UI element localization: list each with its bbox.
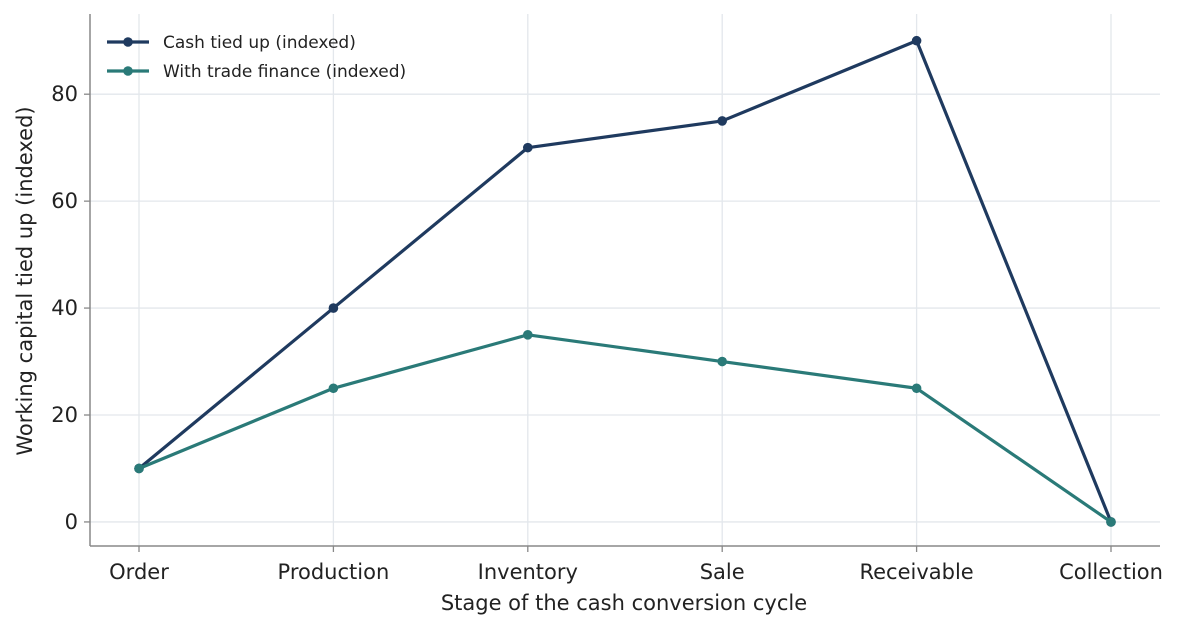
data-point [911, 35, 922, 46]
x-tick-label: Production [278, 560, 390, 584]
data-point [717, 356, 727, 367]
x-tick-label: Receivable [859, 560, 973, 584]
x-tick-label: Sale [700, 560, 745, 584]
legend-label: With trade finance (indexed) [163, 62, 406, 82]
axes [89, 14, 1160, 547]
y-tick-label: 0 [65, 510, 78, 534]
x-axis-label: Stage of the cash conversion cycle [441, 591, 807, 615]
series-group [134, 35, 1116, 527]
legend-label: Cash tied up (indexed) [163, 33, 356, 53]
legend: Cash tied up (indexed) With trade finance… [107, 33, 406, 82]
gridlines [90, 14, 1160, 546]
x-tick-label: Order [109, 560, 169, 584]
data-point [134, 463, 144, 474]
data-point [1106, 517, 1116, 527]
y-ticks: 0 20 40 60 80 [51, 82, 90, 534]
legend-marker [123, 66, 133, 76]
data-point [523, 330, 533, 340]
y-axis-label: Working capital tied up (indexed) [13, 106, 37, 455]
data-point [911, 383, 922, 394]
y-tick-label: 60 [51, 189, 78, 213]
x-tick-label: Inventory [478, 560, 578, 584]
series-line [137, 39, 1113, 524]
data-point [717, 116, 727, 126]
data-point [523, 142, 533, 153]
legend-marker [123, 37, 133, 47]
data-point [328, 383, 339, 394]
x-ticks: Order Production Inventory Sale Receivable Co… [109, 546, 1163, 584]
y-tick-label: 20 [51, 403, 78, 427]
data-point [328, 303, 339, 313]
x-tick-label: Collection [1059, 560, 1163, 584]
y-tick-label: 80 [51, 82, 78, 106]
series-line [137, 333, 1113, 524]
y-tick-label: 40 [51, 296, 78, 320]
